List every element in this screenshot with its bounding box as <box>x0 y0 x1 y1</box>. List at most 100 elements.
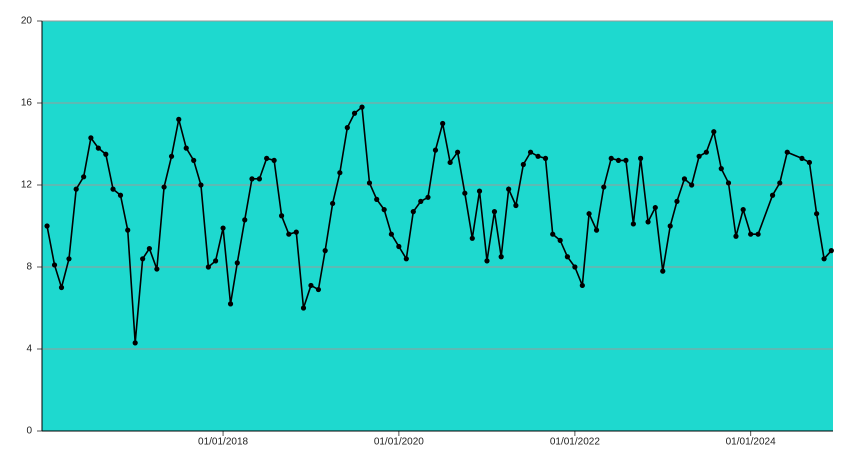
data-point <box>586 211 592 217</box>
data-point <box>455 149 461 155</box>
data-point <box>183 145 189 151</box>
data-point <box>652 204 658 211</box>
data-point <box>806 159 813 166</box>
data-point <box>491 209 498 215</box>
data-point <box>278 213 285 219</box>
data-point <box>220 225 226 231</box>
data-point <box>315 286 322 293</box>
data-point <box>146 245 152 252</box>
data-point <box>337 170 343 176</box>
data-point <box>674 198 680 204</box>
data-point <box>132 340 138 346</box>
data-point <box>593 227 600 233</box>
data-point <box>264 155 270 161</box>
data-point <box>769 192 776 198</box>
data-point <box>418 198 424 204</box>
data-point <box>227 301 234 307</box>
data-point <box>740 207 746 213</box>
data-point <box>645 219 651 225</box>
data-point <box>579 282 585 289</box>
data-point <box>572 264 578 270</box>
data-point <box>300 305 307 311</box>
line <box>46 105 832 343</box>
data-point <box>425 194 431 200</box>
data-point <box>630 221 636 227</box>
data-point <box>88 135 94 141</box>
data-point <box>293 229 299 235</box>
data-point <box>608 155 614 161</box>
data-point <box>81 174 87 180</box>
data-point <box>330 200 336 207</box>
data-point <box>381 207 387 213</box>
y-tick-label: 16 <box>21 98 33 109</box>
data-point <box>784 149 790 155</box>
x-tick-label: 01/01/2020 <box>374 437 424 448</box>
data-point <box>359 104 365 110</box>
data-point <box>51 262 58 268</box>
data-point <box>125 227 131 233</box>
data-point <box>388 231 394 237</box>
data-point <box>498 254 504 260</box>
data-point <box>711 129 717 135</box>
data-point <box>234 260 240 266</box>
data-point <box>44 223 50 229</box>
data-point <box>755 231 761 237</box>
data-point <box>703 149 709 155</box>
data-point <box>821 256 827 262</box>
data-point <box>322 248 328 254</box>
data-point <box>95 145 101 151</box>
data-point <box>176 116 182 122</box>
data-point <box>410 209 416 215</box>
data-point <box>564 254 571 260</box>
data-point <box>799 155 805 161</box>
data-point <box>440 120 446 127</box>
data-point <box>344 125 350 131</box>
data-point <box>777 180 783 186</box>
x-tick-label: 01/01/2024 <box>726 437 776 448</box>
data-point <box>58 284 65 291</box>
data-point <box>689 182 695 188</box>
data-point <box>286 231 292 237</box>
data-point <box>550 231 556 237</box>
data-point <box>557 237 563 243</box>
data-point <box>242 217 248 223</box>
data-point <box>66 256 72 262</box>
data-point <box>256 176 263 182</box>
data-point <box>638 155 644 161</box>
data-point <box>513 202 519 209</box>
data-point <box>396 243 402 250</box>
data-point <box>103 151 109 157</box>
data-point <box>191 157 197 163</box>
plot-area <box>42 21 833 431</box>
y-tick-label: 4 <box>26 344 32 355</box>
data-point <box>351 110 358 116</box>
y-tick-label: 0 <box>26 426 32 437</box>
data-point <box>213 258 219 264</box>
data-point <box>718 166 724 172</box>
data-point <box>601 184 607 190</box>
data-point <box>476 188 483 194</box>
data-point <box>725 180 732 186</box>
data-point <box>535 153 541 159</box>
data-point <box>161 184 167 190</box>
data-point <box>542 155 549 161</box>
y-tick-label: 12 <box>21 180 33 191</box>
data-point <box>249 176 255 182</box>
y-tick-label: 8 <box>26 262 32 273</box>
data-point <box>828 248 834 254</box>
data-point <box>73 186 79 192</box>
data-point <box>198 182 204 188</box>
data-point <box>681 176 688 182</box>
data-point <box>733 233 739 239</box>
data-point <box>623 157 629 163</box>
data-point <box>432 147 439 153</box>
data-point <box>748 231 754 237</box>
x-tick-label: 01/01/2018 <box>198 437 248 448</box>
data-point <box>366 180 373 186</box>
data-point <box>117 192 124 198</box>
data-point <box>140 256 146 262</box>
data-point <box>271 157 277 163</box>
y-tick-label: 20 <box>21 16 33 27</box>
data-point <box>469 235 475 241</box>
